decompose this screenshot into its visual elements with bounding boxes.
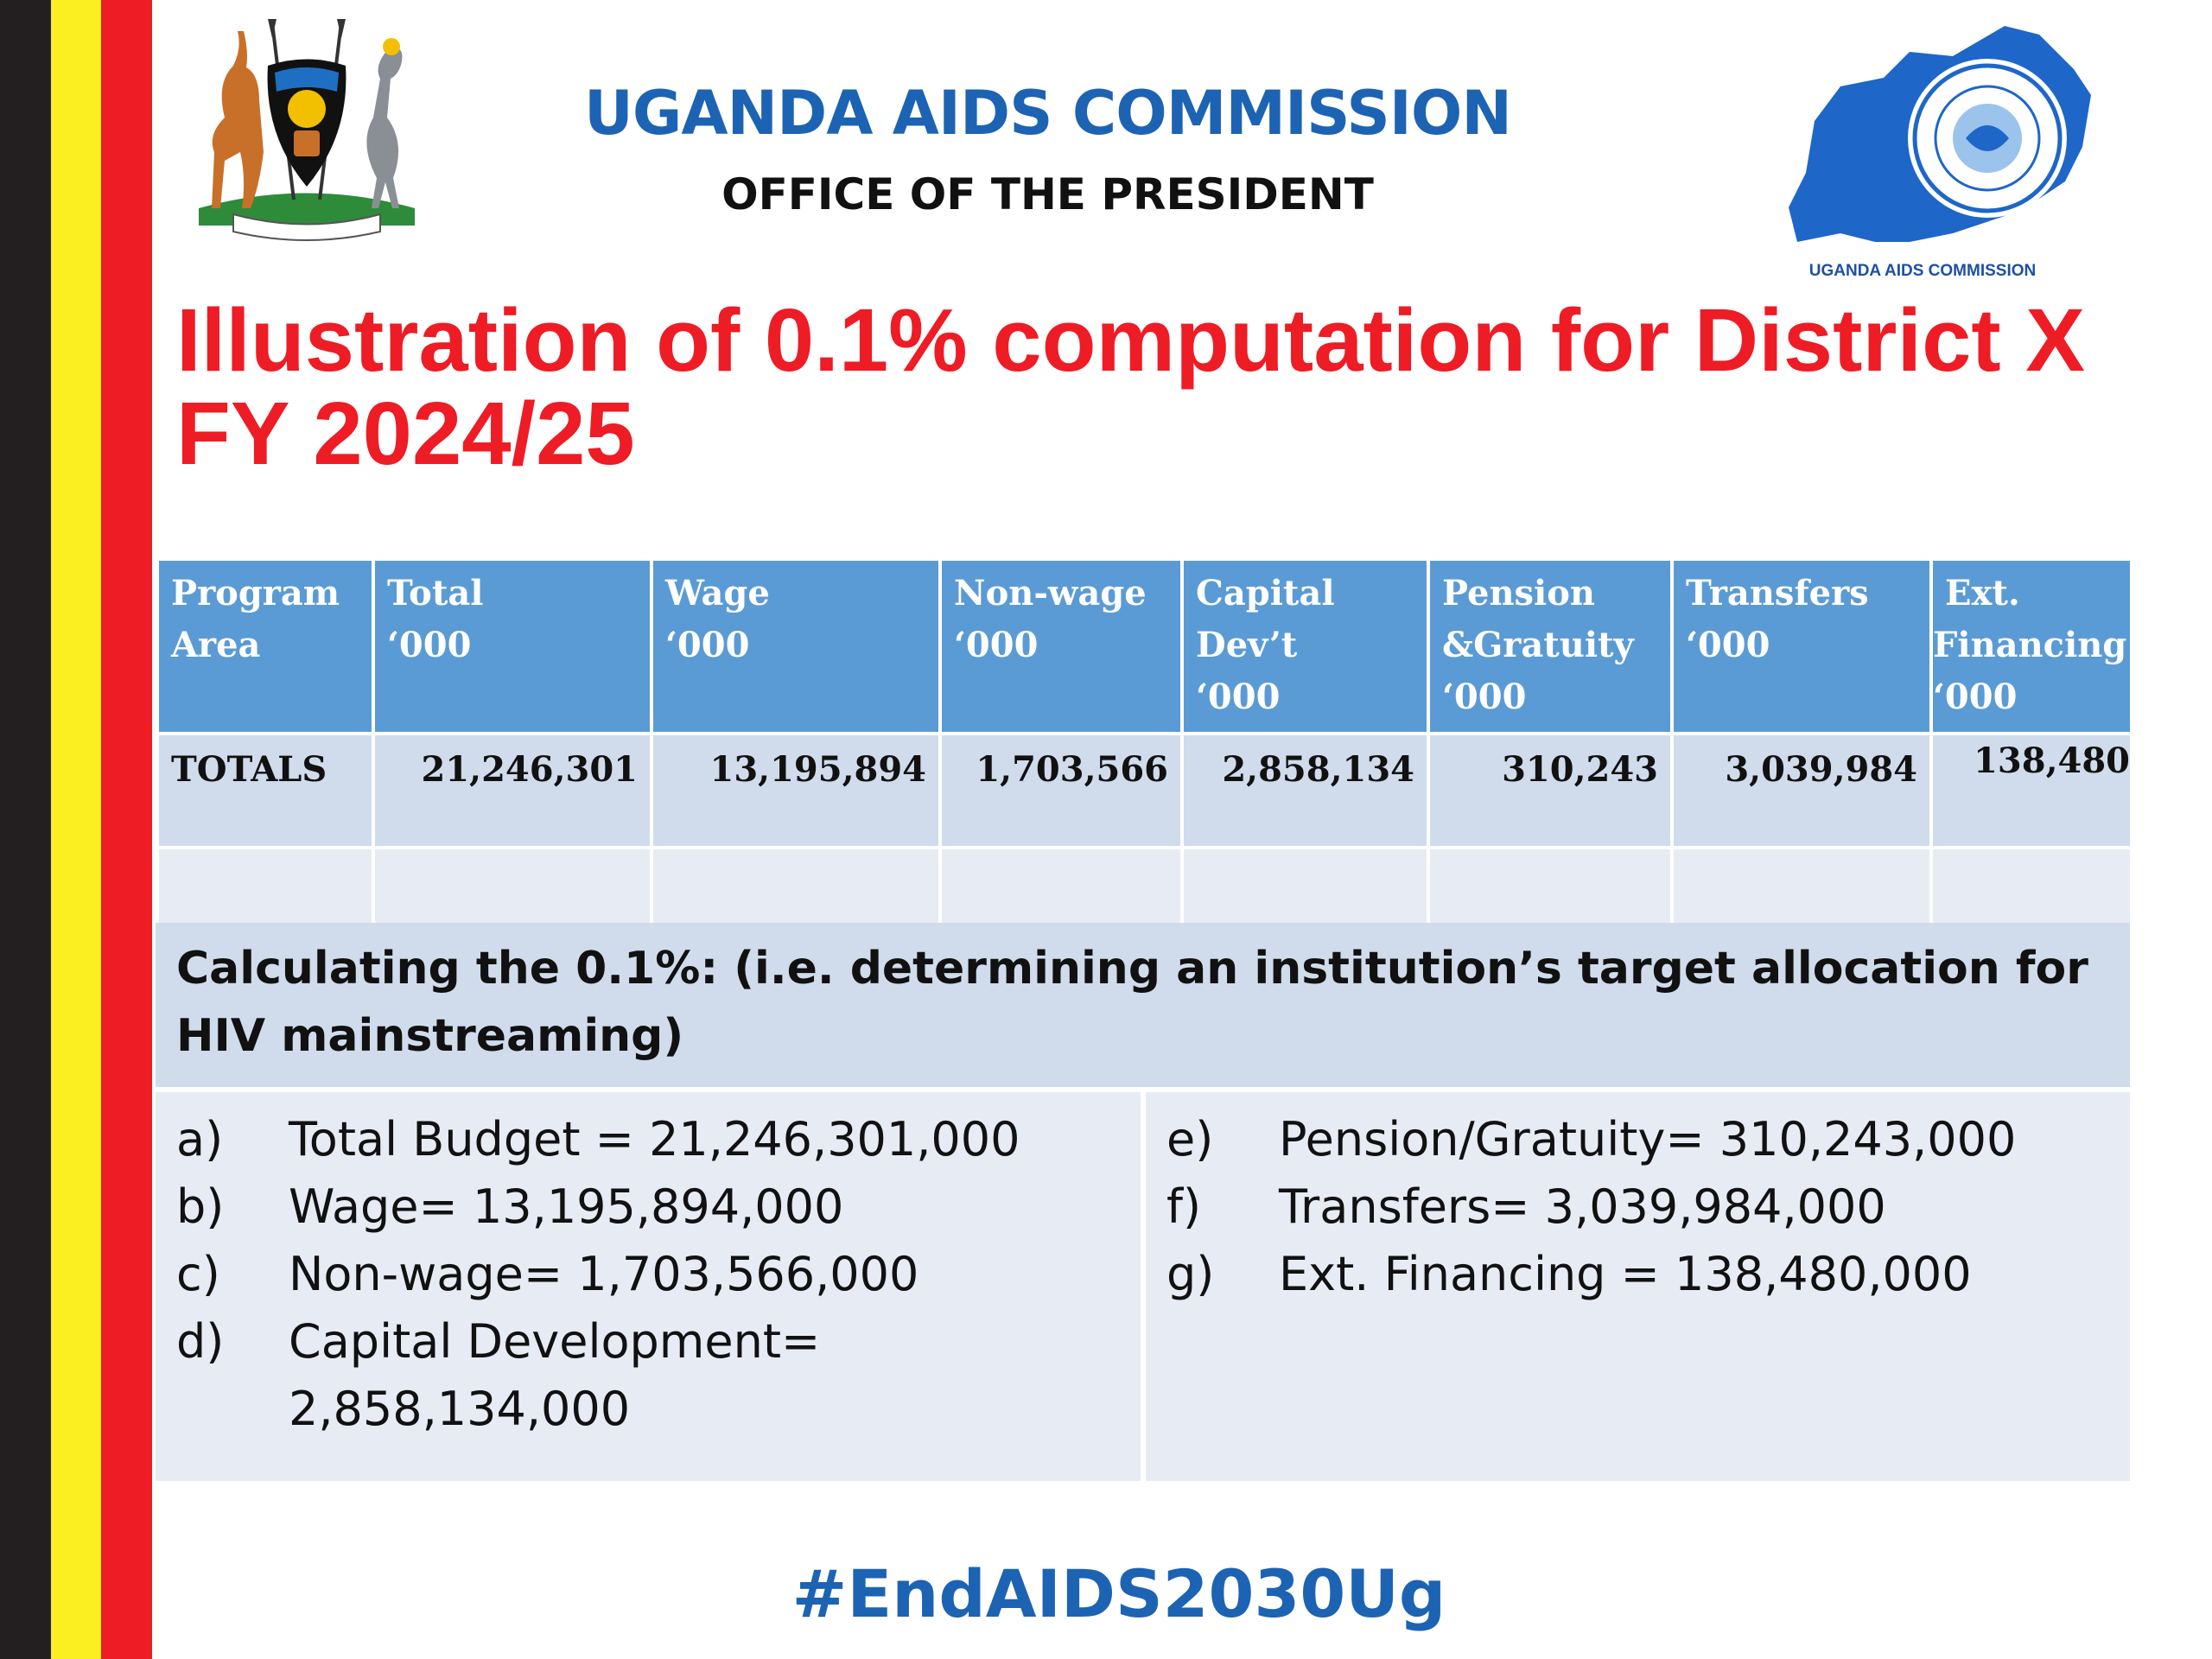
totals-label: TOTALS [156, 732, 375, 849]
header-pension-gratuity: Pension &Gratuity ‘000 [1427, 557, 1674, 735]
uac-logo-caption: UGANDA AIDS COMMISSION [1808, 262, 2037, 280]
totals-capital-devt: 2,858,134 [1180, 732, 1430, 849]
totals-transfers: 3,039,984 [1670, 732, 1933, 849]
footer-hashtag: #EndAIDS2030Ug [791, 1555, 1446, 1632]
header-program-area: Program Area [156, 557, 375, 735]
budget-table: Program Area Total ‘000 Wage ‘000 Non-wage ‘… [156, 557, 2133, 948]
flag-stripe-yellow [50, 0, 102, 1659]
list-item: f) Transfers= 3,039,984,000 [1166, 1179, 1886, 1234]
table-header-row: Program Area Total ‘000 Wage ‘000 Non-wage ‘… [156, 557, 2133, 735]
totals-wage: 13,195,894 [650, 732, 942, 849]
header-non-wage: Non-wage ‘000 [938, 557, 1184, 735]
list-item: c) Non-wage= 1,703,566,000 [176, 1247, 919, 1301]
flag-stripe-black [0, 0, 51, 1659]
list-item: b) Wage= 13,195,894,000 [176, 1179, 844, 1234]
list-item: d) Capital Development= 2,858,134,000 [176, 1314, 821, 1436]
totals-ext-financing: 138,480 [1929, 732, 2133, 849]
uac-logo [1789, 26, 2091, 242]
list-item: g) Ext. Financing = 138,480,000 [1166, 1247, 1972, 1301]
flag-stripe-red [101, 0, 152, 1659]
calc-header: Calculating the 0.1%: (i.e. determining … [156, 923, 2130, 1087]
header-capital-devt: Capital Dev’t ‘000 [1180, 557, 1430, 735]
organization-name: UGANDA AIDS COMMISSION [584, 78, 1512, 149]
header-total: Total ‘000 [372, 557, 653, 735]
organization-subtitle: OFFICE OF THE PRESIDENT [721, 169, 1374, 219]
list-item: e) Pension/Gratuity= 310,243,000 [1166, 1112, 2017, 1166]
header-ext-financing: Ext. Financing ‘000 [1929, 557, 2133, 735]
table-row-totals: TOTALS 21,246,301 13,195,894 1,703,566 2… [156, 732, 2133, 849]
calc-list-right: e) Pension/Gratuity= 310,243,000 f) Tran… [1146, 1092, 2130, 1481]
totals-total: 21,246,301 [372, 732, 653, 849]
totals-non-wage: 1,703,566 [938, 732, 1184, 849]
list-item: a) Total Budget = 21,246,301,000 [176, 1112, 1020, 1166]
totals-pension-gratuity: 310,243 [1427, 732, 1674, 849]
title-line-1: Illustration of 0.1% computation for Dis… [176, 290, 2085, 390]
header-transfers: Transfers ‘000 [1670, 557, 1933, 735]
slide-title: Illustration of 0.1% computation for Dis… [176, 294, 2129, 480]
header-wage: Wage ‘000 [650, 557, 942, 735]
calc-list-left: a) Total Budget = 21,246,301,000 b) Wage… [156, 1092, 1141, 1481]
coat-of-arms-logo [199, 19, 415, 241]
flag-stripes [0, 0, 152, 1659]
title-line-2: FY 2024/25 [176, 384, 635, 483]
